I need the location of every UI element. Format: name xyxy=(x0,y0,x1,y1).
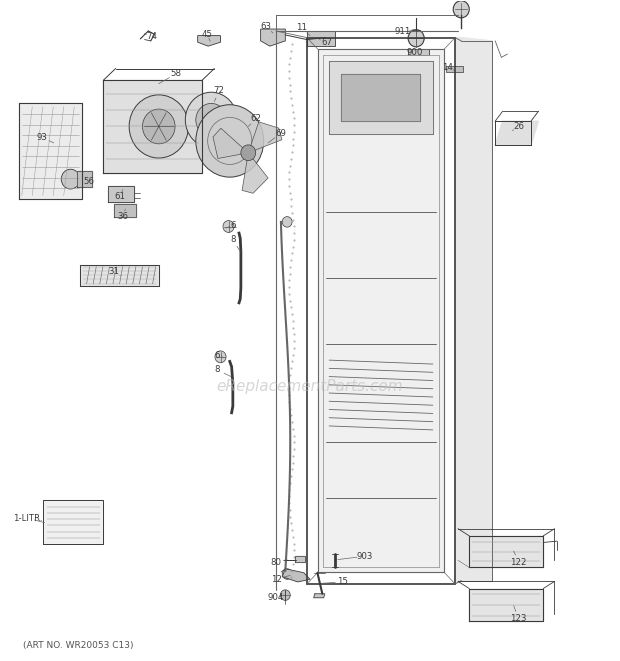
Circle shape xyxy=(408,30,424,47)
Polygon shape xyxy=(407,49,428,56)
Text: 93: 93 xyxy=(37,133,48,142)
Polygon shape xyxy=(104,81,202,173)
Polygon shape xyxy=(81,264,159,286)
Text: 900: 900 xyxy=(407,48,423,58)
Polygon shape xyxy=(282,568,310,582)
Text: 6: 6 xyxy=(215,351,220,360)
Polygon shape xyxy=(242,153,268,193)
Text: 123: 123 xyxy=(510,614,527,623)
Polygon shape xyxy=(469,588,543,621)
Polygon shape xyxy=(114,204,136,217)
Text: 12: 12 xyxy=(270,575,281,584)
Text: 72: 72 xyxy=(214,87,225,95)
Polygon shape xyxy=(77,171,92,187)
Text: 62: 62 xyxy=(251,114,262,123)
Polygon shape xyxy=(342,75,420,120)
Polygon shape xyxy=(107,186,134,202)
Circle shape xyxy=(241,145,255,161)
Circle shape xyxy=(280,590,290,600)
Text: 56: 56 xyxy=(84,176,94,186)
Circle shape xyxy=(453,1,469,18)
Polygon shape xyxy=(213,128,248,159)
Text: 45: 45 xyxy=(202,30,213,39)
Text: 8: 8 xyxy=(215,366,220,375)
Text: 74: 74 xyxy=(146,32,157,41)
Polygon shape xyxy=(469,536,543,567)
Circle shape xyxy=(129,95,188,158)
Text: 122: 122 xyxy=(510,558,527,566)
Circle shape xyxy=(61,169,80,189)
Circle shape xyxy=(282,568,292,579)
Text: 904: 904 xyxy=(268,592,284,602)
Text: 58: 58 xyxy=(170,69,182,78)
Polygon shape xyxy=(295,557,305,563)
Text: 6: 6 xyxy=(230,221,236,229)
Polygon shape xyxy=(43,500,104,545)
Polygon shape xyxy=(248,122,282,153)
Text: 80: 80 xyxy=(270,558,281,566)
Text: 67: 67 xyxy=(322,38,333,48)
Text: 31: 31 xyxy=(109,267,120,276)
Polygon shape xyxy=(314,594,325,598)
Polygon shape xyxy=(19,103,82,199)
Circle shape xyxy=(185,93,237,147)
Polygon shape xyxy=(495,121,538,145)
Text: 8: 8 xyxy=(230,235,236,244)
Text: 61: 61 xyxy=(115,192,125,202)
Circle shape xyxy=(223,221,234,233)
Polygon shape xyxy=(446,66,463,73)
Text: 63: 63 xyxy=(260,22,271,31)
Polygon shape xyxy=(455,38,492,584)
Polygon shape xyxy=(318,50,444,572)
Text: 36: 36 xyxy=(117,212,128,221)
Circle shape xyxy=(215,351,226,363)
Text: 1-LITR.: 1-LITR. xyxy=(12,514,42,523)
Text: (ART NO. WR20053 C13): (ART NO. WR20053 C13) xyxy=(24,641,134,650)
Text: 69: 69 xyxy=(275,128,286,137)
Circle shape xyxy=(143,109,175,144)
Text: 903: 903 xyxy=(356,552,373,561)
Text: 14: 14 xyxy=(441,63,453,71)
Circle shape xyxy=(196,103,227,136)
Polygon shape xyxy=(198,36,221,46)
Text: 26: 26 xyxy=(513,122,524,131)
Text: 11: 11 xyxy=(296,23,307,32)
Circle shape xyxy=(282,217,292,227)
Polygon shape xyxy=(260,29,285,46)
Polygon shape xyxy=(307,31,335,46)
Polygon shape xyxy=(329,61,433,134)
Text: 15: 15 xyxy=(337,578,348,586)
Circle shape xyxy=(196,104,264,177)
Text: eReplacementParts.com: eReplacementParts.com xyxy=(216,379,404,394)
Text: 911: 911 xyxy=(394,27,411,36)
